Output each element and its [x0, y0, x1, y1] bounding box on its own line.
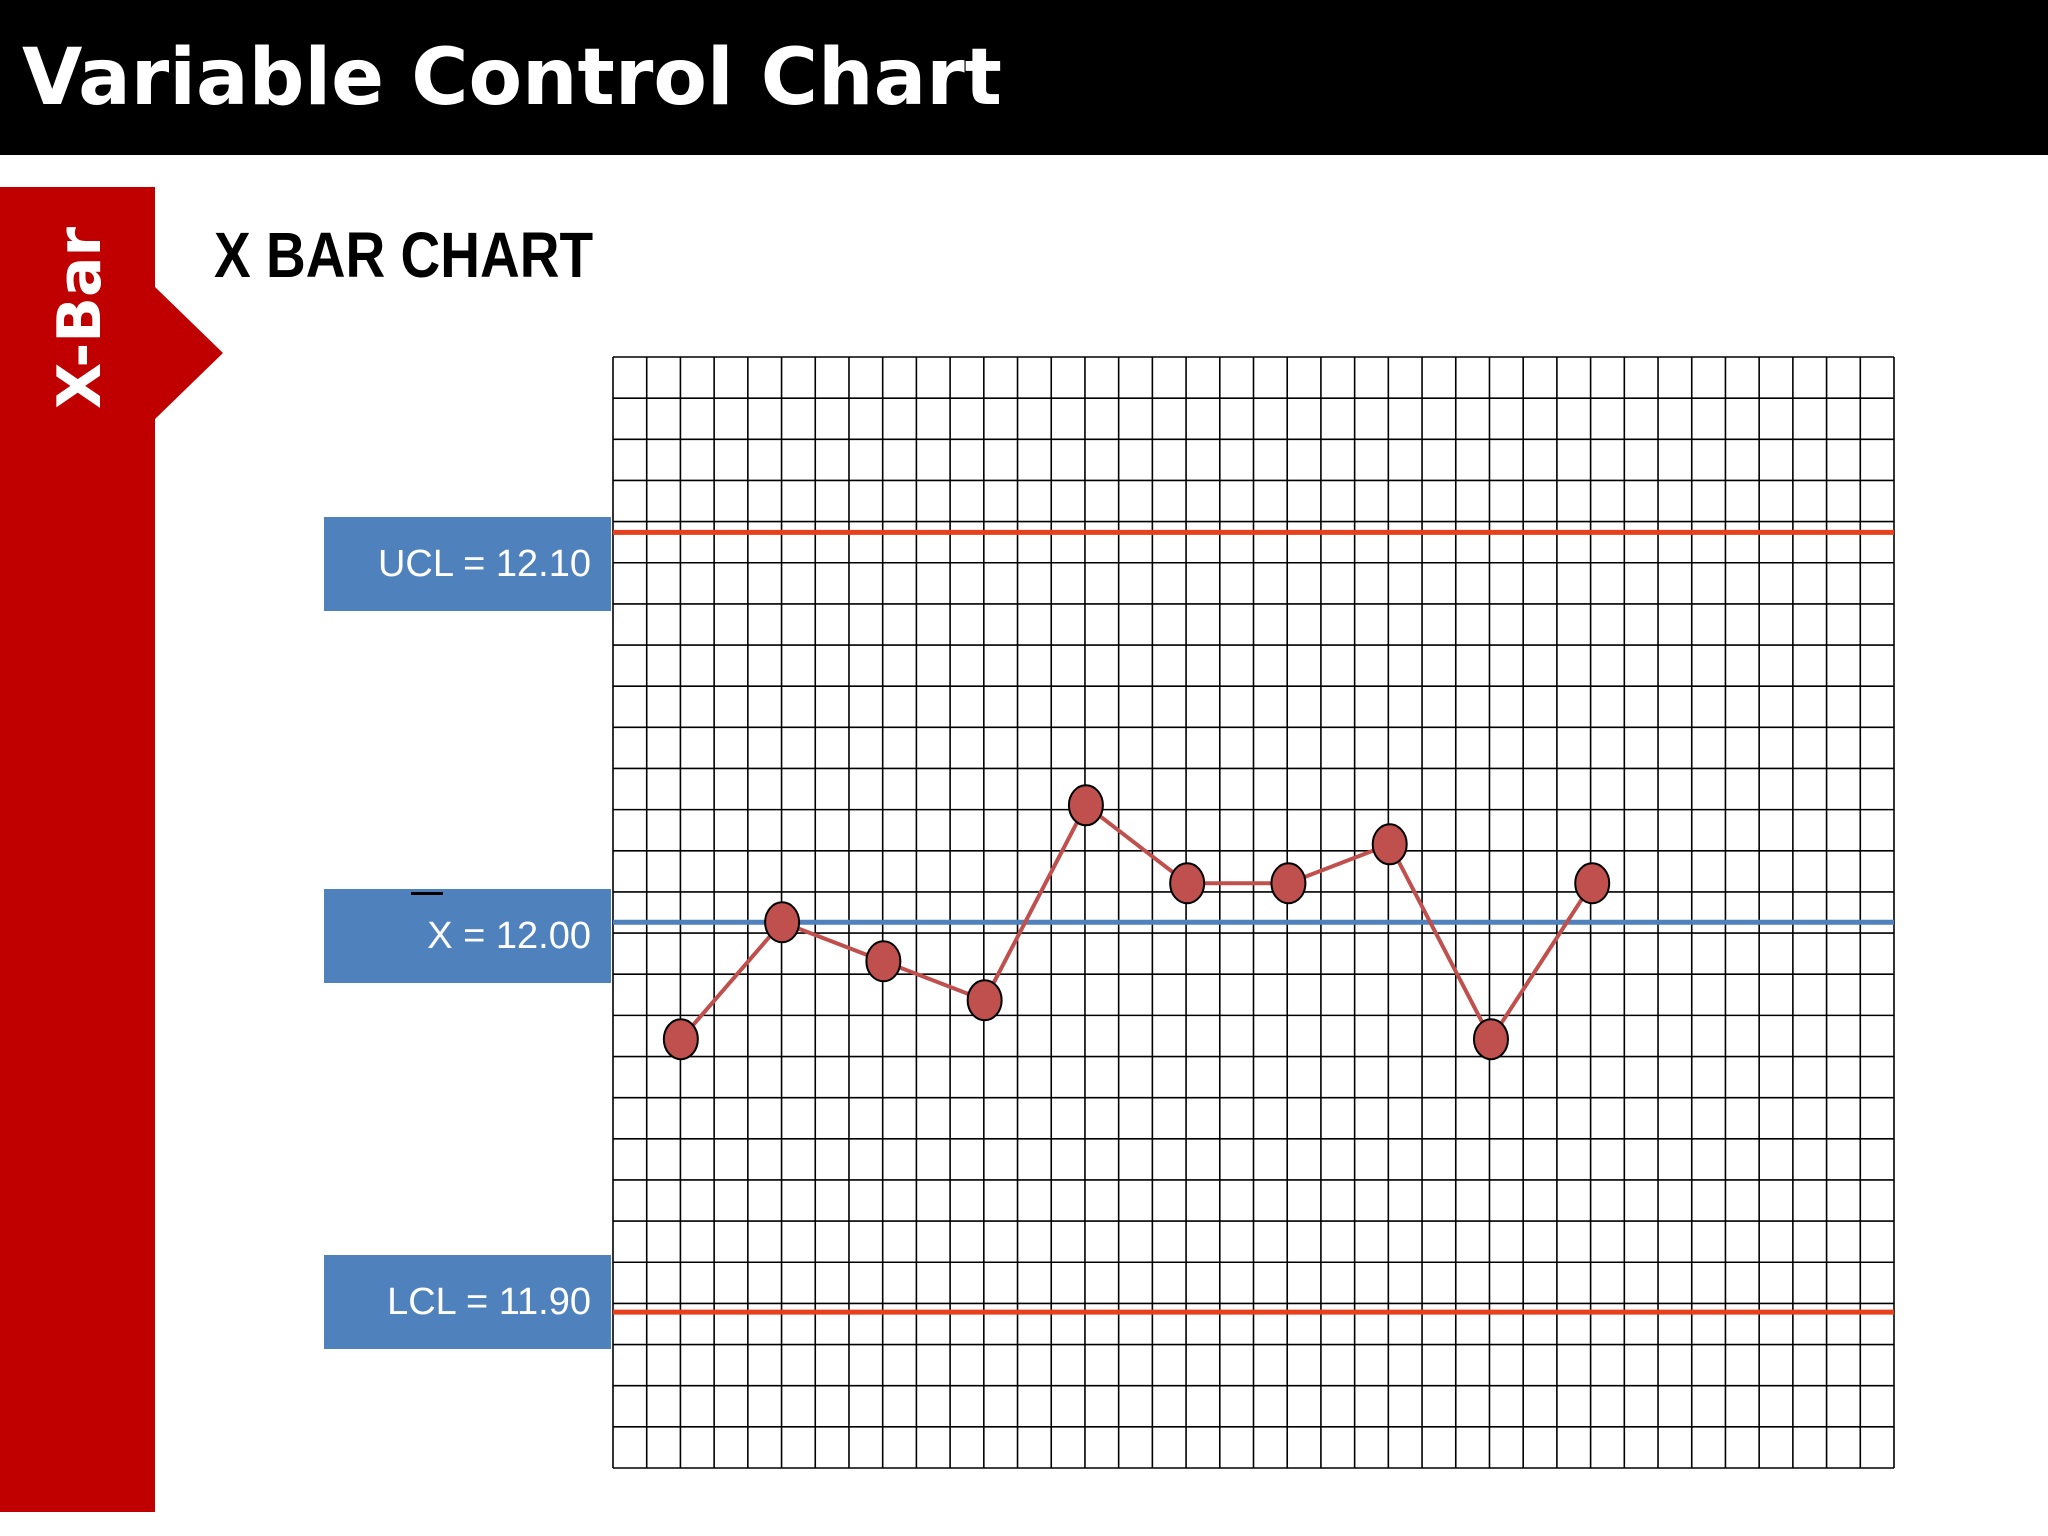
lcl-label-box: LCL = 11.90 — [324, 1255, 611, 1349]
side-tab-shape — [0, 187, 223, 1512]
lcl-label: LCL = 11.90 — [387, 1281, 591, 1323]
page-title: Variable Control Chart — [22, 33, 1002, 123]
center-line-label: X = 12.00 — [427, 915, 591, 957]
data-point — [1472, 1018, 1509, 1061]
x-bar-overline — [411, 892, 443, 895]
ucl-label: UCL = 12.10 — [377, 543, 591, 585]
ucl-label-box: UCL = 12.10 — [324, 517, 611, 611]
data-point — [1270, 862, 1307, 905]
data-point — [1574, 862, 1611, 905]
data-point — [966, 979, 1003, 1022]
grid — [612, 356, 1895, 1469]
header-bar: Variable Control Chart — [0, 0, 2048, 155]
center-line-label-box: X = 12.00 — [324, 889, 611, 983]
data-point — [1067, 784, 1104, 827]
data-point — [865, 940, 902, 983]
data-point — [764, 901, 801, 944]
chart-heading: X BAR CHART — [214, 219, 594, 291]
side-tab — [0, 187, 223, 1512]
data-point — [1169, 862, 1206, 905]
series-line — [679, 802, 1594, 1044]
data-point — [662, 1018, 699, 1061]
data-point — [1371, 823, 1408, 866]
